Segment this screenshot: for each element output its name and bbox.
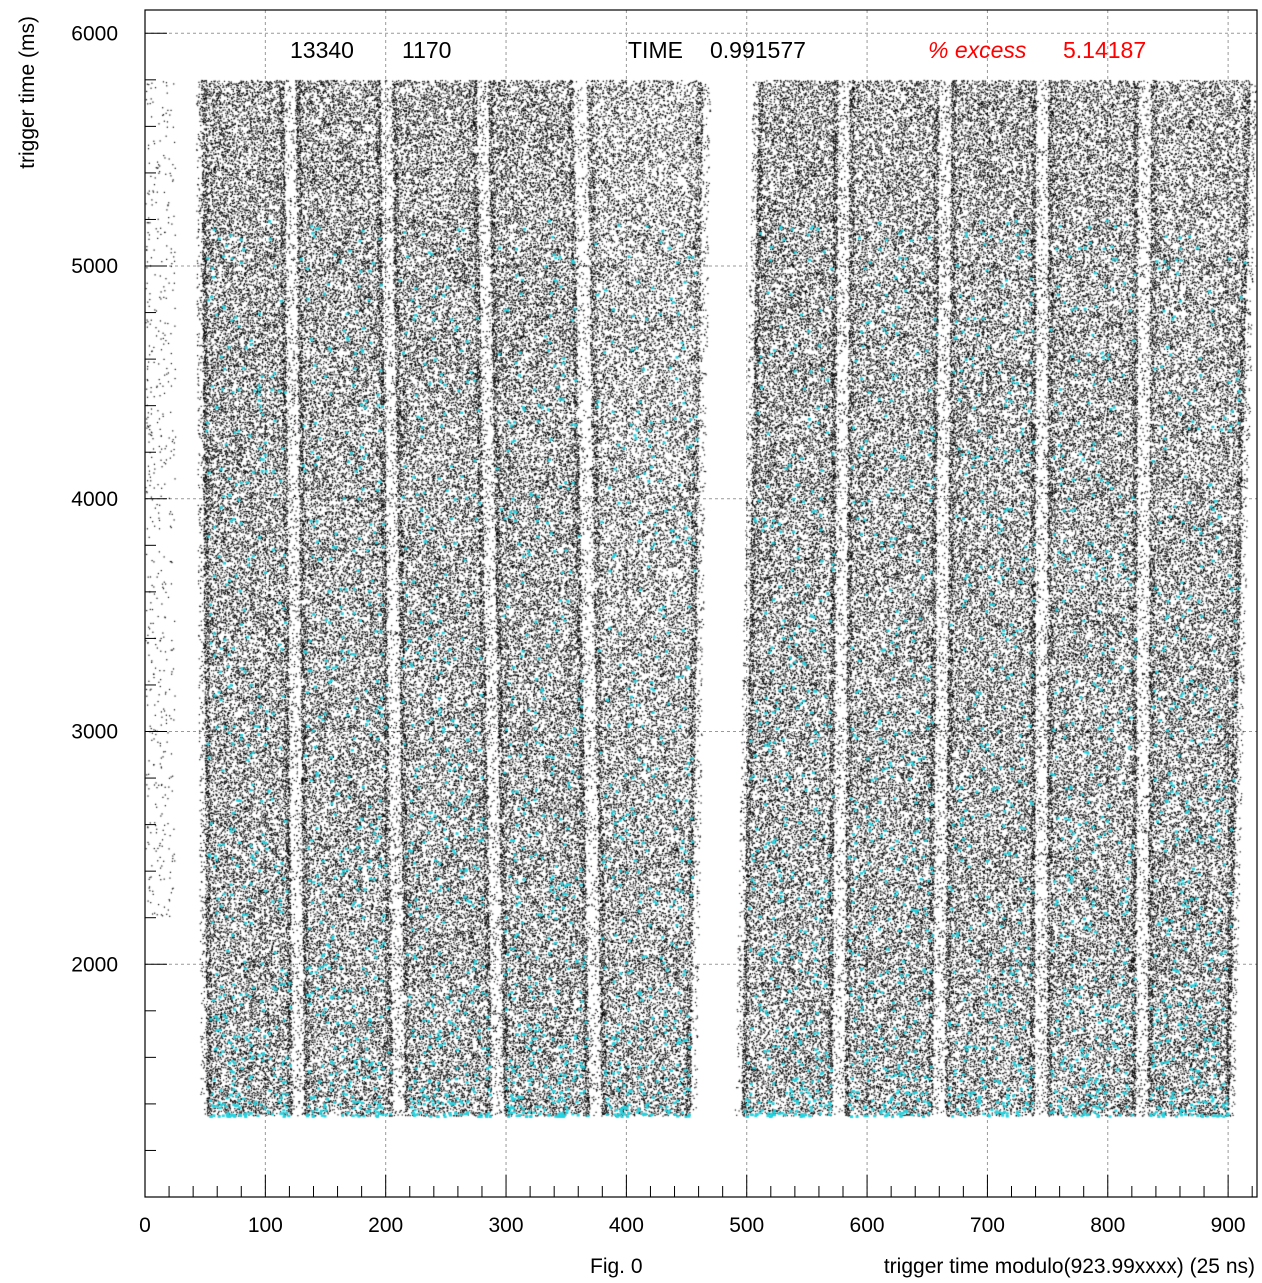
count-a-annotation: 13340: [290, 37, 354, 63]
x-tick-label: 300: [489, 1214, 524, 1237]
x-tick-label: 800: [1090, 1214, 1125, 1237]
time-value: 0.991577: [710, 37, 806, 63]
x-tick-label: 700: [970, 1214, 1005, 1237]
y-axis-title: trigger time (ms): [16, 16, 39, 169]
x-tick-label: 600: [850, 1214, 885, 1237]
y-tick-label: 4000: [71, 488, 118, 511]
x-axis-title: trigger time modulo(923.99xxxx) (25 ns): [884, 1255, 1255, 1278]
x-tick-label: 100: [248, 1214, 283, 1237]
y-tick-label: 6000: [71, 22, 118, 45]
time-label: TIME: [628, 37, 683, 63]
data-points: [145, 10, 1257, 1197]
y-tick-label: 5000: [71, 255, 118, 278]
y-tick-label: 3000: [71, 721, 118, 744]
x-tick-label: 200: [368, 1214, 403, 1237]
excess-value: 5.14187: [1063, 37, 1146, 63]
y-tick-labels: 2000 3000 4000 5000 6000: [71, 22, 118, 976]
excess-label: % excess: [928, 37, 1027, 63]
figure-label: Fig. 0: [590, 1255, 643, 1278]
plot-frame: [144, 9, 1258, 1198]
y-tick-label: 2000: [71, 953, 118, 976]
x-tick-label: 500: [729, 1214, 764, 1237]
x-tick-labels: 0 100 200 300 400 500 600 700 800 900: [139, 1214, 1245, 1237]
x-tick-label: 0: [139, 1214, 151, 1237]
x-tick-label: 400: [609, 1214, 644, 1237]
x-tick-label: 900: [1211, 1214, 1246, 1237]
count-b-annotation: 1170: [402, 37, 451, 63]
